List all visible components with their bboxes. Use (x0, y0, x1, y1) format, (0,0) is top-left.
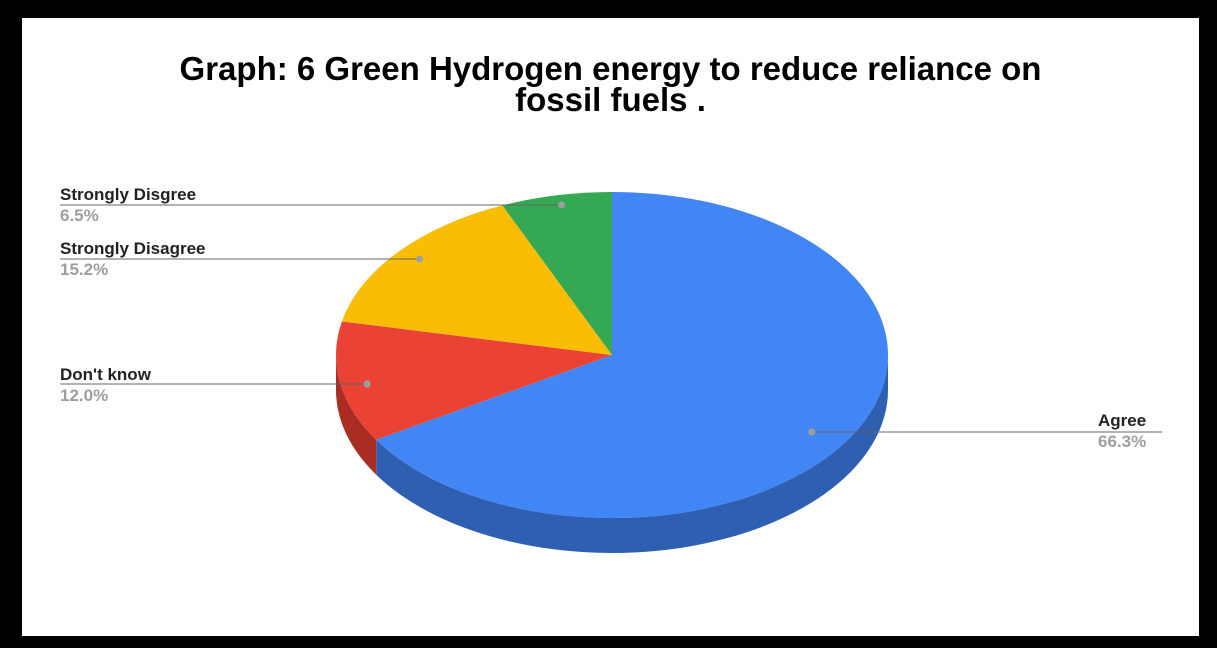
slice-label-don-t-know: Don't know (60, 365, 152, 384)
slice-value-strongly-disagree: 15.2% (60, 260, 108, 279)
chart-title-line-1: Graph: 6 Green Hydrogen energy to reduce… (179, 50, 1042, 87)
pie-slice-strongly-disagree (341, 205, 612, 355)
slice-value-don-t-know: 12.0% (60, 386, 108, 405)
leader-dot-strongly-disgree (558, 201, 566, 209)
pie-slice-don-t-know (336, 321, 612, 440)
pie-side-agree (376, 355, 889, 553)
leader-dot-don-t-know (363, 380, 371, 388)
chart-title: Graph: 6 Green Hydrogen energy to reduce… (22, 50, 1199, 118)
leader-dot-strongly-disagree (416, 255, 424, 263)
leader-dot-agree (808, 428, 816, 436)
slice-label-agree: Agree (1098, 411, 1146, 430)
chart-title-line-2: fossil fuels . (515, 81, 706, 118)
pie-side-don-t-know (336, 355, 377, 475)
slice-label-strongly-disagree: Strongly Disagree (60, 239, 206, 258)
pie-slice-agree (376, 192, 889, 518)
pie-slices (336, 192, 889, 518)
pie-slice-strongly-disgree (502, 192, 612, 355)
slice-value-strongly-disgree: 6.5% (60, 206, 99, 225)
chart-frame: Graph: 6 Green Hydrogen energy to reduce… (22, 18, 1199, 636)
slice-value-agree: 66.3% (1098, 432, 1146, 451)
pie-labels: Agree 66.3% Don't know 12.0% Strongly Disagr… (60, 185, 1162, 451)
pie-chart: Agree 66.3% Don't know 12.0% Strongly Disagr… (60, 185, 1162, 553)
slice-label-strongly-disgree: Strongly Disgree (60, 185, 196, 204)
pie-sides (336, 355, 889, 553)
